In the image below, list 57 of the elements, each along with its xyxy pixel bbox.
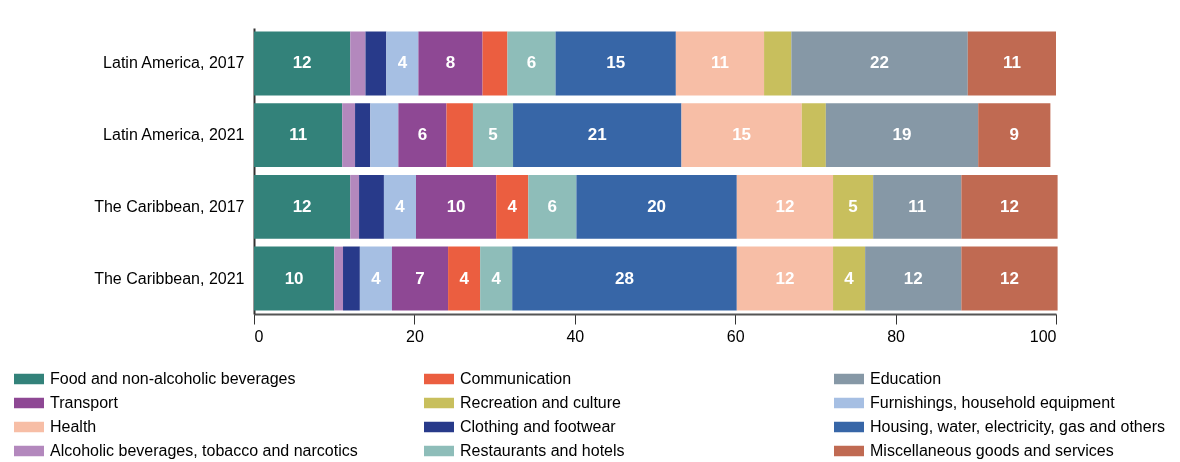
- data-label: 7: [415, 268, 425, 288]
- data-label: 6: [547, 196, 558, 216]
- data-label: 19: [892, 125, 912, 145]
- legend-label: Clothing and footwear: [460, 418, 617, 435]
- legend-label: Restaurants and hotels: [460, 442, 625, 459]
- data-label: 12: [292, 196, 312, 216]
- legend-label: Housing, water, electricity, gas and others: [870, 418, 1165, 435]
- x-tick-label: 20: [406, 327, 424, 345]
- data-label: 12: [775, 196, 795, 216]
- legend-label: Health: [50, 418, 97, 435]
- data-label: 12: [775, 268, 795, 288]
- data-label: 6: [526, 53, 537, 73]
- data-label: 4: [371, 268, 382, 288]
- data-label: 4: [491, 268, 502, 288]
- data-label: 5: [488, 125, 498, 145]
- y-tick-label: Latin America, 2017: [103, 54, 245, 72]
- data-label: 21: [587, 125, 607, 145]
- y-tick-label: Latin America, 2021: [103, 126, 245, 144]
- data-label: 8: [445, 53, 456, 73]
- data-label: 11: [1002, 53, 1021, 73]
- legend-label: Communication: [460, 370, 572, 387]
- data-label: 12: [1000, 268, 1019, 288]
- data-label: 4: [459, 268, 470, 288]
- data-label: 12: [903, 268, 923, 288]
- data-label: 12: [1000, 196, 1019, 216]
- data-label: 9: [1009, 125, 1020, 145]
- data-label: 11: [710, 53, 729, 73]
- data-label: 28: [615, 268, 634, 288]
- legend-label: Furnishings, household equipment: [870, 394, 1116, 411]
- data-label: 11: [289, 125, 308, 145]
- data-label: 15: [606, 53, 626, 73]
- data-label: 4: [844, 268, 855, 288]
- y-tick-label: The Caribbean, 2017: [94, 197, 245, 215]
- y-tick-label: The Caribbean, 2021: [94, 269, 245, 287]
- data-label: 4: [397, 53, 408, 73]
- data-label: 22: [870, 53, 890, 73]
- legend-label: Alcoholic beverages, tobacco and narcotics: [50, 442, 358, 459]
- x-tick-label: 40: [566, 327, 585, 345]
- legend-label: Food and non-alcoholic beverages: [50, 370, 296, 387]
- data-label: 5: [848, 196, 858, 216]
- data-label: 11: [908, 196, 927, 216]
- legend-label: Transport: [50, 394, 119, 411]
- data-label: 10: [446, 196, 466, 216]
- data-label: 4: [395, 196, 406, 216]
- data-label: 15: [732, 125, 752, 145]
- data-label: 20: [647, 196, 667, 216]
- x-tick-label: 60: [726, 327, 745, 345]
- data-label: 6: [417, 125, 428, 145]
- legend-label: Miscellaneous goods and services: [870, 442, 1114, 459]
- x-tick-label: 0: [254, 327, 264, 345]
- x-tick-label: 100: [1029, 327, 1057, 345]
- data-label: 4: [507, 196, 518, 216]
- legend-label: Recreation and culture: [460, 394, 622, 411]
- data-label: 10: [284, 268, 304, 288]
- legend-label: Education: [870, 370, 942, 387]
- data-label: 12: [292, 53, 312, 73]
- x-tick-label: 80: [887, 327, 906, 345]
